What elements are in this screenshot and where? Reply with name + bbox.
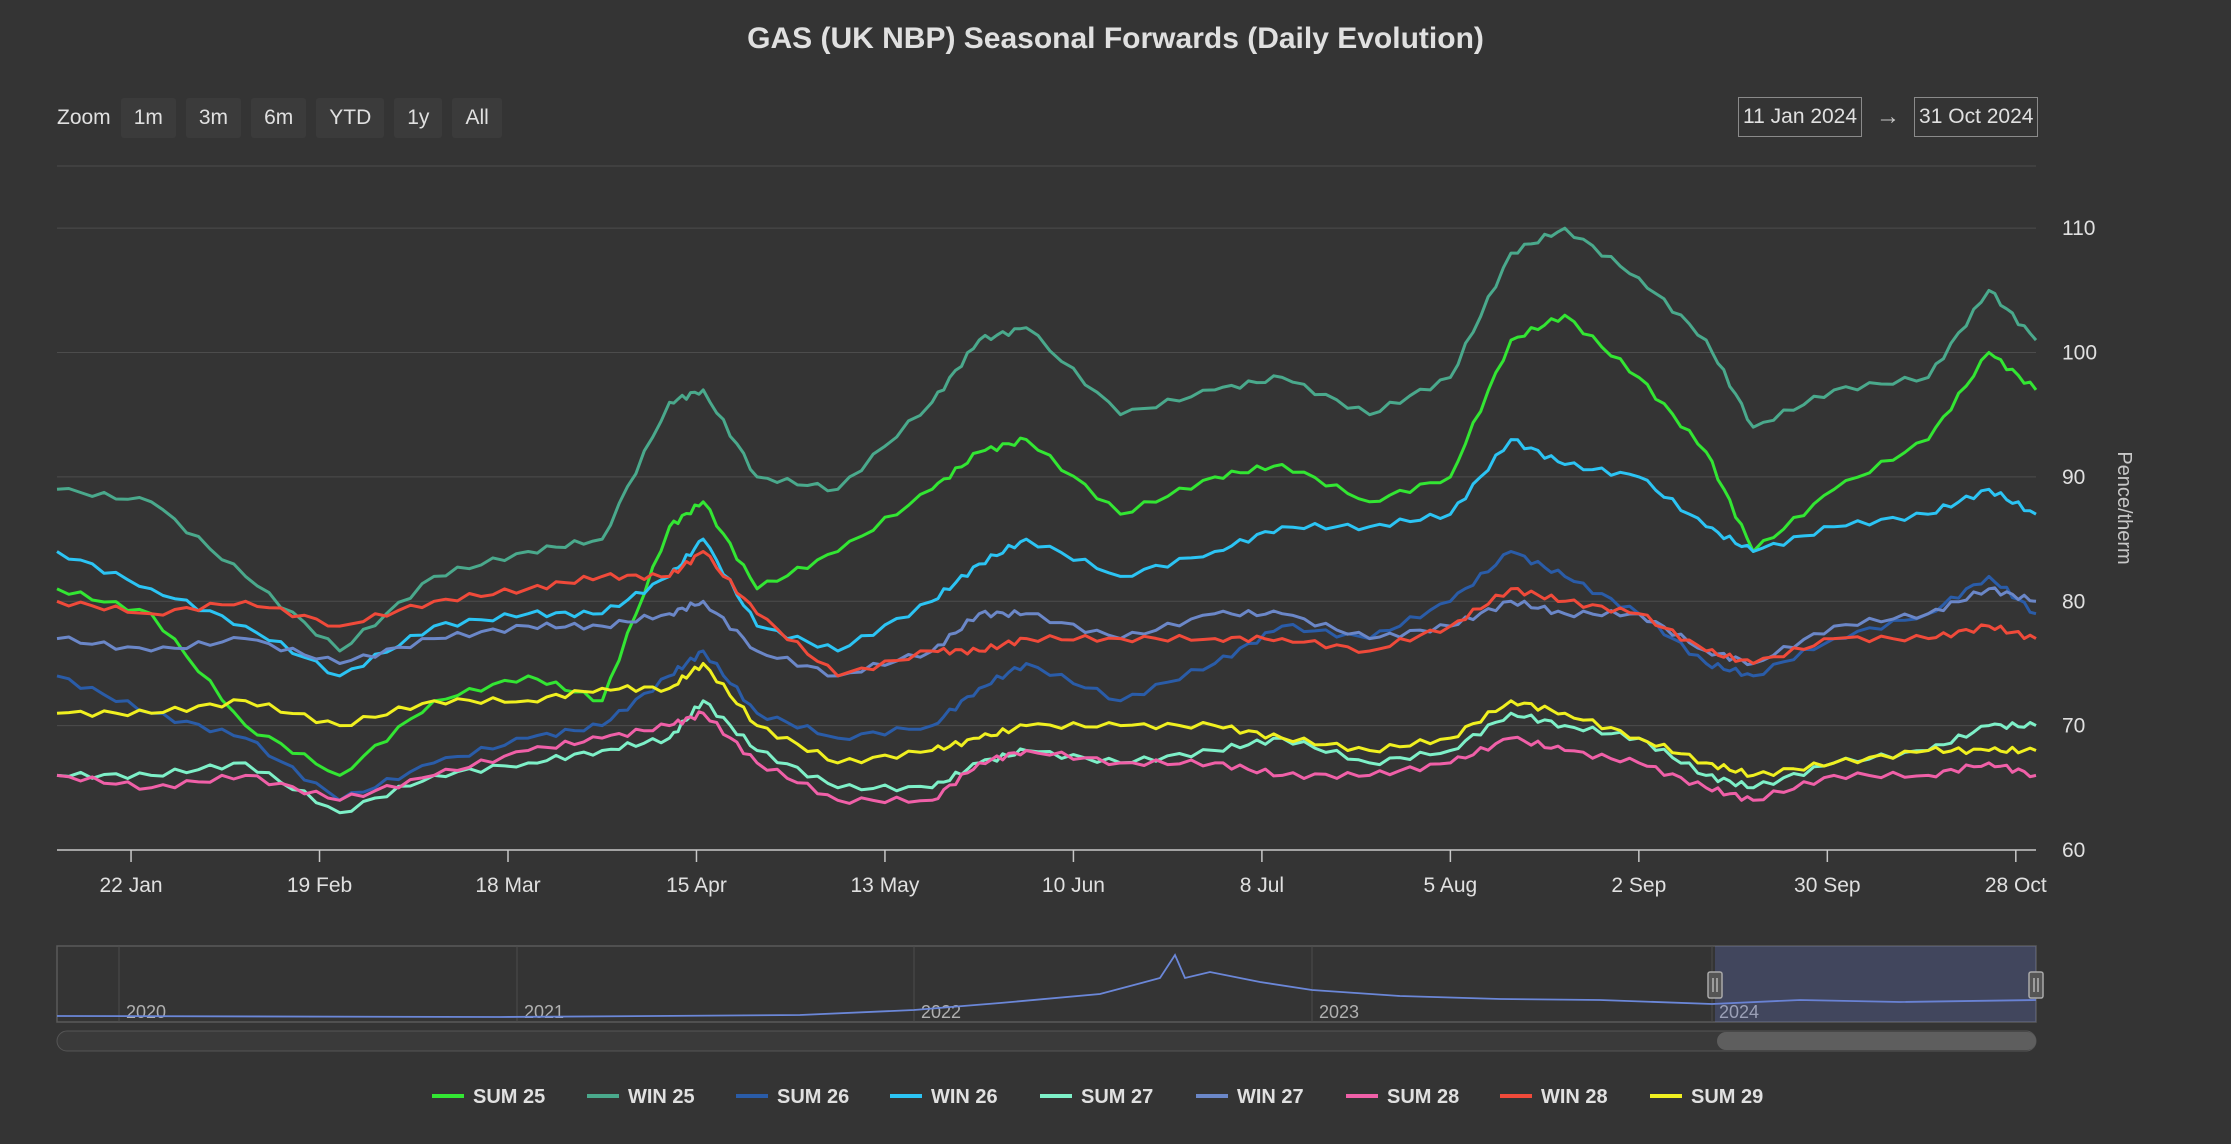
series-line-sum-25[interactable] [56, 313, 2038, 777]
x-tick-label: 30 Sep [1794, 874, 1861, 897]
x-tick-label: 19 Feb [287, 874, 352, 897]
navigator-year-label: 2023 [1319, 1002, 1359, 1022]
navigator-year-label: 2021 [524, 1002, 564, 1022]
x-tick-label: 18 Mar [475, 874, 540, 897]
legend-label: WIN 25 [628, 1086, 695, 1108]
chart-title: GAS (UK NBP) Seasonal Forwards (Daily Ev… [747, 22, 1484, 55]
from-date-input[interactable]: 11 Jan 2024 [1738, 97, 1863, 137]
legend-item-win-26[interactable]: WIN 26 [890, 1086, 998, 1108]
zoom-ytd-button[interactable]: YTD [316, 98, 385, 138]
legend-label: SUM 28 [1387, 1086, 1459, 1108]
legend-label: SUM 29 [1691, 1086, 1763, 1108]
legend-item-win-28[interactable]: WIN 28 [1500, 1086, 1608, 1108]
y-tick-label: 60 [2062, 839, 2085, 862]
legend-item-sum-25[interactable]: SUM 25 [432, 1086, 545, 1108]
zoom-6m-button[interactable]: 6m [251, 98, 307, 138]
zoom-1y-button[interactable]: 1y [394, 98, 443, 138]
scrollbar-thumb[interactable] [1717, 1032, 2036, 1050]
series-line-win-27[interactable] [56, 586, 2037, 678]
y-axis-ticks: 60 70 80 90 100 110 [2062, 217, 2097, 862]
legend-item-win-25[interactable]: WIN 25 [587, 1086, 695, 1108]
legend-label: WIN 26 [931, 1086, 998, 1108]
series-line-win-28[interactable] [56, 550, 2037, 678]
series-line-win-25[interactable] [56, 226, 2038, 653]
zoom-all-button[interactable]: All [452, 98, 502, 138]
x-tick-label: 5 Aug [1424, 874, 1478, 897]
navigator-left-handle[interactable] [1707, 971, 1723, 999]
navigator-year-label: 2020 [126, 1002, 166, 1022]
y-tick-label: 70 [2062, 715, 2085, 738]
x-tick-label: 8 Jul [1240, 874, 1284, 897]
y-tick-label: 110 [2062, 217, 2095, 240]
to-date-input[interactable]: 31 Oct 2024 [1914, 97, 2039, 137]
x-tick-label: 22 Jan [100, 874, 163, 897]
zoom-label: Zoom [57, 106, 111, 129]
navigator-year-label: 2022 [921, 1002, 961, 1022]
x-tick-label: 15 Apr [666, 874, 727, 897]
legend-item-win-27[interactable]: WIN 27 [1196, 1086, 1304, 1108]
legend-label: SUM 25 [473, 1086, 545, 1108]
grid-lines [57, 165, 2036, 851]
series-lines [56, 226, 2038, 815]
date-range-selector: 11 Jan 2024 → 31 Oct 2024 [1738, 97, 2039, 137]
y-axis-label: Pence/therm [2113, 451, 2135, 564]
y-tick-label: 80 [2062, 590, 2085, 613]
series-line-sum-27[interactable] [56, 699, 2037, 815]
x-tick-label: 2 Sep [1611, 874, 1666, 897]
navigator-series-line [56, 953, 2037, 1018]
legend-label: WIN 27 [1237, 1086, 1304, 1108]
y-tick-label: 90 [2062, 466, 2085, 489]
navigator-selection[interactable] [1715, 946, 2036, 1022]
navigator-frame [56, 945, 2037, 1023]
legend-item-sum-29[interactable]: SUM 29 [1650, 1086, 1763, 1108]
series-line-sum-28[interactable] [56, 710, 2037, 805]
y-tick-label: 100 [2062, 342, 2097, 365]
legend-label: SUM 27 [1081, 1086, 1153, 1108]
legend-item-sum-26[interactable]: SUM 26 [736, 1086, 849, 1108]
zoom-1m-button[interactable]: 1m [120, 98, 176, 138]
legend-item-sum-28[interactable]: SUM 28 [1346, 1086, 1459, 1108]
series-line-sum-26[interactable] [56, 550, 2037, 802]
zoom-3m-button[interactable]: 3m [185, 98, 242, 138]
legend-label: WIN 28 [1541, 1086, 1608, 1108]
legend-label: SUM 26 [777, 1086, 849, 1108]
navigator-right-handle[interactable] [2028, 971, 2044, 999]
navigator-year-label: 2024 [1719, 1002, 1759, 1022]
range-arrow-icon: → [1876, 103, 1901, 130]
x-tick-label: 10 Jun [1042, 874, 1105, 897]
x-tick-label: 13 May [851, 874, 920, 897]
x-tick-label: 28 Oct [1985, 874, 2047, 897]
zoom-bar: Zoom 1m 3m 6m YTD 1y All [57, 98, 512, 138]
series-line-win-26[interactable] [56, 438, 2037, 678]
legend-item-sum-27[interactable]: SUM 27 [1040, 1086, 1153, 1108]
legend: SUM 25 WIN 25 SUM 26 WIN 26 SUM 27 WIN 27 SUM … [432, 1086, 1763, 1108]
x-axis-ticks: 22 Jan 19 Feb 18 Mar 15 Apr 13 May 10 Jun 8 Ju… [100, 850, 2047, 897]
navigator[interactable]: 2020 2021 2022 2023 2024 [56, 945, 2044, 1052]
series-line-sum-29[interactable] [56, 662, 2037, 778]
